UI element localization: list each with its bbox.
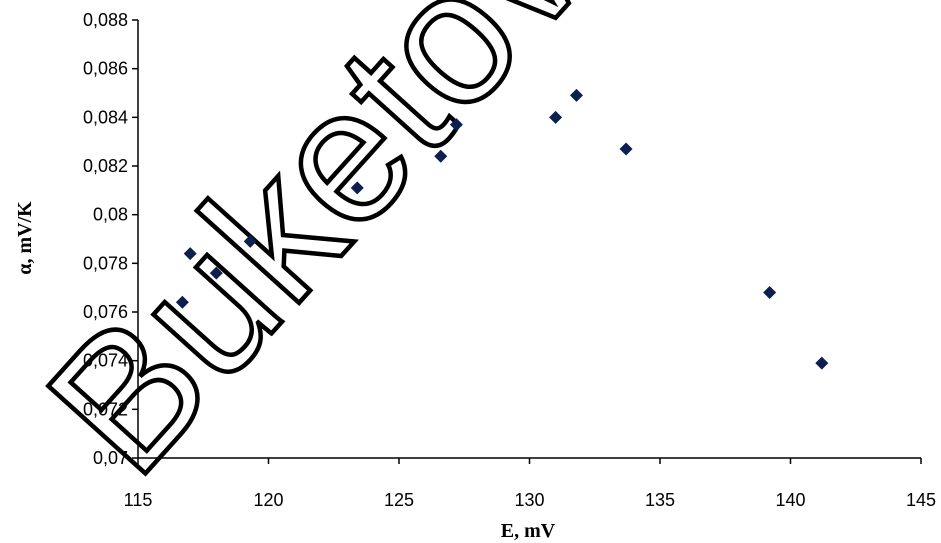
data-point bbox=[763, 286, 777, 300]
y-tick-label: 0,08 bbox=[93, 205, 128, 225]
y-axis-title: α, mV/K bbox=[14, 201, 36, 275]
watermark-text: Buketov.Uni bbox=[8, 0, 842, 512]
data-point bbox=[549, 110, 563, 124]
y-tick-label: 0,084 bbox=[83, 107, 128, 127]
data-point bbox=[350, 181, 364, 195]
data-points bbox=[175, 88, 829, 370]
x-tick-label: 130 bbox=[514, 490, 544, 510]
data-point bbox=[449, 118, 463, 132]
data-point bbox=[434, 149, 448, 163]
data-point bbox=[815, 356, 829, 370]
y-tick-label: 0,07 bbox=[93, 448, 128, 468]
data-point bbox=[619, 142, 633, 156]
x-tick-label: 115 bbox=[124, 490, 153, 510]
y-tick-label: 0,088 bbox=[83, 10, 128, 30]
data-point bbox=[243, 234, 257, 248]
y-tick-label: 0,072 bbox=[83, 399, 128, 419]
y-tick-label: 0,086 bbox=[83, 59, 128, 79]
data-point bbox=[175, 295, 189, 309]
x-tick-label: 140 bbox=[775, 490, 805, 510]
x-ticks: 115 120 125 130 135 140 145 bbox=[124, 458, 936, 510]
x-tick-label: 145 bbox=[906, 490, 936, 510]
data-point bbox=[183, 247, 197, 261]
y-ticks: 0,07 0,072 0,074 0,076 0,078 0,08 0,082 0,084 0,… bbox=[83, 10, 138, 468]
data-point bbox=[569, 88, 583, 102]
y-tick-label: 0,082 bbox=[83, 156, 128, 176]
x-tick-label: 120 bbox=[253, 490, 283, 510]
y-tick-label: 0,076 bbox=[83, 302, 128, 322]
watermark: Buketov.Uni bbox=[6, 0, 844, 515]
x-axis-title: E, mV bbox=[501, 520, 556, 542]
data-point bbox=[209, 266, 223, 280]
x-tick-label: 135 bbox=[645, 490, 675, 510]
x-tick-label: 125 bbox=[384, 490, 414, 510]
y-tick-label: 0,078 bbox=[83, 253, 128, 273]
y-tick-label: 0,074 bbox=[83, 351, 128, 371]
